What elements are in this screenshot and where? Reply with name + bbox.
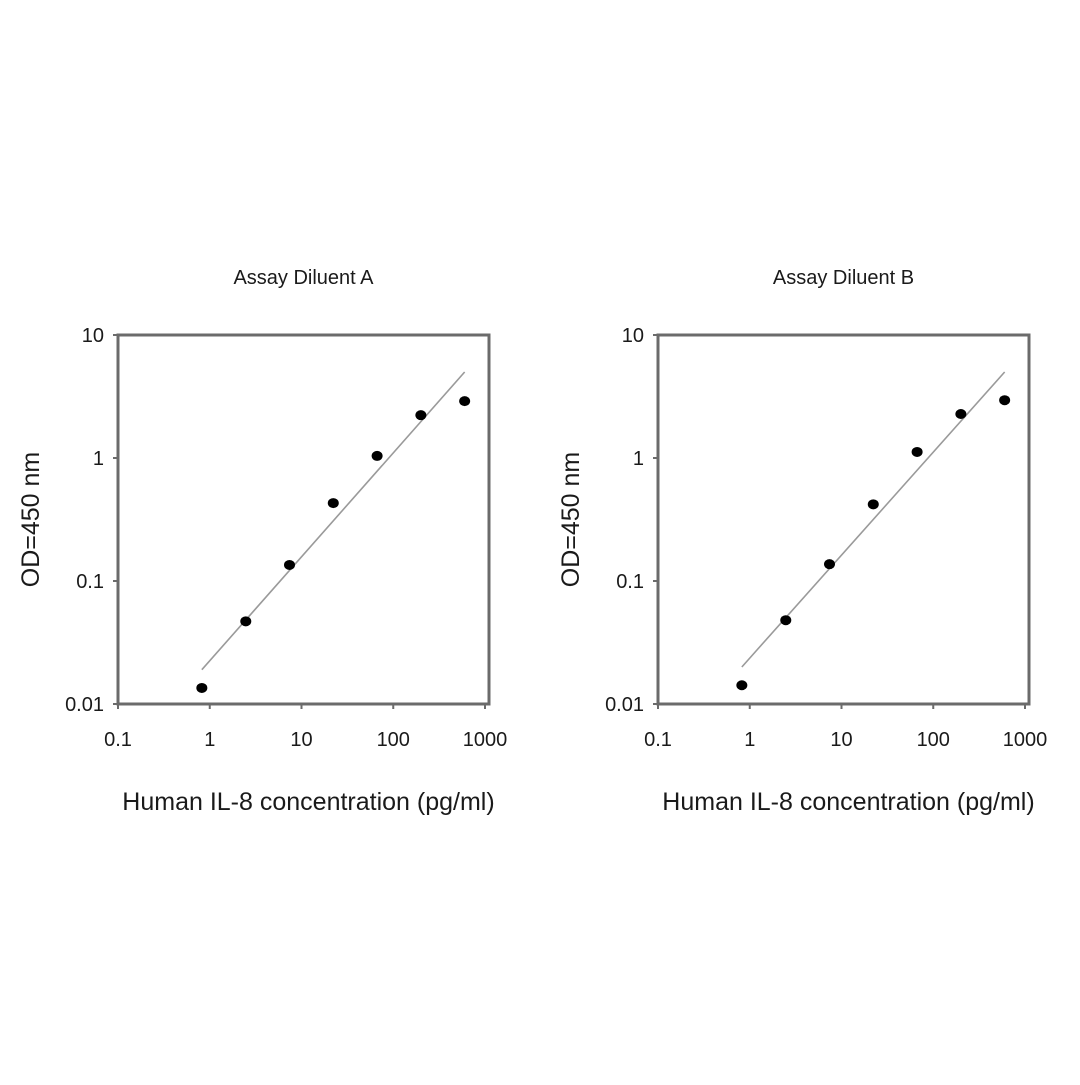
plot-frame [656, 333, 1031, 706]
data-point [780, 615, 792, 626]
data-point [911, 446, 923, 457]
data-point [327, 498, 339, 509]
x-tick-label: 1000 [1003, 729, 1048, 751]
chart-panel-diluent-a: Assay Diluent A Human IL-8 concentration… [17, 267, 508, 816]
x-tick-label: 1 [204, 729, 215, 751]
y-tick-label: 0.01 [605, 694, 644, 716]
y-tick-label: 0.01 [65, 694, 104, 716]
chart-title: Assay Diluent B [773, 267, 914, 289]
x-tick-label: 0.1 [104, 729, 132, 751]
x-axis-label: Human IL-8 concentration (pg/ml) [662, 788, 1034, 816]
x-tick-label: 1000 [463, 729, 508, 751]
x-tick-label: 10 [830, 729, 852, 751]
data-point [736, 680, 748, 691]
data-point [240, 616, 252, 627]
y-tick-label: 10 [82, 325, 104, 347]
y-tick-label: 0.1 [76, 571, 104, 593]
data-point [371, 450, 383, 461]
data-point [284, 559, 296, 570]
data-point [415, 410, 427, 421]
y-tick-label: 10 [622, 325, 644, 347]
chart-panel-diluent-b: Assay Diluent B Human IL-8 concentration… [557, 267, 1048, 816]
data-point [999, 395, 1011, 406]
chart-title: Assay Diluent A [233, 267, 374, 289]
x-tick-label: 100 [917, 729, 950, 751]
y-tick-label: 0.1 [616, 571, 644, 593]
x-tick-label: 1 [744, 729, 755, 751]
x-axis-label: Human IL-8 concentration (pg/ml) [122, 788, 494, 816]
x-tick-label: 0.1 [644, 729, 672, 751]
y-axis-label: OD=450 nm [17, 452, 45, 588]
x-tick-label: 100 [377, 729, 410, 751]
data-point [955, 408, 967, 419]
data-point [867, 499, 879, 510]
y-axis-label: OD=450 nm [557, 452, 585, 588]
plot-frame [116, 333, 491, 706]
data-point [196, 682, 208, 693]
data-point [459, 396, 471, 407]
y-tick-label: 1 [633, 448, 644, 470]
data-point [824, 559, 836, 570]
y-tick-label: 1 [93, 448, 104, 470]
x-tick-label: 10 [290, 729, 312, 751]
